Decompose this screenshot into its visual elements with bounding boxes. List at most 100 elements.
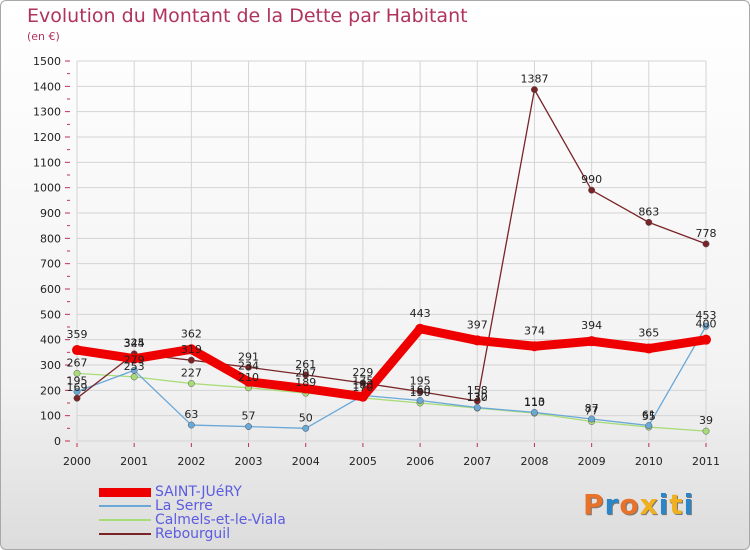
data-label-2: 210 [238, 371, 259, 384]
data-label-2: 55 [642, 410, 656, 423]
y-tick-label: 600 [40, 283, 61, 296]
data-label-2: 130 [467, 391, 488, 404]
data-label-2: 150 [410, 386, 431, 399]
y-tick-label: 1500 [33, 55, 61, 68]
data-label-0: 362 [181, 327, 202, 340]
series-line-1 [76, 325, 707, 429]
data-label-0: 234 [238, 360, 259, 373]
x-tick-label: 2003 [235, 455, 263, 468]
data-label-3: 1387 [520, 73, 548, 86]
data-point-0 [357, 391, 368, 402]
data-point-1 [416, 397, 424, 404]
x-tick-label: 2002 [177, 455, 205, 468]
data-label-2: 227 [181, 366, 202, 379]
data-label-3: 990 [581, 173, 602, 186]
y-tick-label: 700 [40, 258, 61, 271]
data-label-1: 195 [67, 375, 88, 388]
data-point-1 [130, 366, 138, 374]
data-label-3: 229 [352, 366, 373, 379]
data-label-3: 195 [410, 375, 431, 388]
axes: 0 100 200 300 400 500 600 700 800 900 1000 1100 1200… [33, 55, 720, 468]
legend-item-calmels-et-le-viala: Calmels-et-le-Viala [99, 512, 339, 528]
data-label-2: 170 [352, 381, 373, 394]
data-point-3 [588, 186, 596, 194]
y-tick-label: 1300 [33, 106, 61, 119]
data-point-3 [645, 218, 653, 226]
series-line-0 [72, 324, 711, 402]
data-point-0 [186, 344, 197, 355]
data-point-0 [243, 376, 254, 387]
data-point-0 [586, 336, 597, 347]
x-tick-label: 2006 [406, 455, 434, 468]
data-label-1: 453 [696, 309, 717, 322]
logo-letter: r [604, 488, 620, 521]
data-point-3 [702, 240, 710, 248]
data-label-layer: 267 253 227 210 189 170 150 130 110 77 55 39 195 279 6… [67, 73, 717, 427]
logo-letter: i [683, 488, 695, 521]
data-point-1 [531, 408, 538, 416]
series-layer [72, 86, 711, 435]
y-tick-label: 800 [40, 232, 61, 245]
data-label-1: 87 [585, 402, 599, 415]
legend: SAINT-JUéRY La Serre Calmels-et-le-Viala… [99, 484, 339, 542]
data-label-1: 113 [524, 395, 545, 408]
data-point-1 [302, 424, 310, 432]
y-tick-label: 1200 [33, 131, 61, 144]
data-label-3: 778 [696, 227, 717, 240]
data-point-1 [702, 322, 710, 330]
data-label-2: 253 [124, 360, 145, 373]
data-point-3 [416, 388, 424, 396]
data-point-0 [472, 335, 483, 346]
data-label-0: 394 [581, 319, 602, 332]
data-point-0 [129, 353, 140, 364]
proxiti-logo: Proxiti [583, 488, 694, 521]
data-label-1: 63 [184, 408, 198, 421]
x-tick-label: 2008 [520, 455, 548, 468]
data-label-1: 132 [467, 391, 488, 404]
legend-item-saint-juery: SAINT-JUéRY [99, 484, 339, 500]
data-label-0: 359 [67, 328, 88, 341]
data-point-1 [473, 404, 481, 412]
data-point-2 [73, 369, 81, 377]
data-label-3: 344 [124, 337, 145, 350]
data-point-2 [702, 427, 710, 435]
legend-label-rebourguil: Rebourguil [155, 526, 231, 542]
legend-swatch-calmels-et-le-viala [99, 519, 151, 521]
data-label-0: 365 [638, 327, 659, 340]
data-point-3 [473, 397, 481, 405]
data-point-3 [245, 363, 252, 371]
x-tick-label: 2007 [463, 455, 491, 468]
data-label-1: 279 [124, 353, 145, 366]
x-tick-label: 2000 [63, 455, 91, 468]
data-label-1: 180 [352, 378, 373, 391]
y-tick-label: 0 [54, 435, 61, 448]
chart-subtitle: (en €) [27, 30, 60, 43]
data-label-3: 261 [295, 358, 316, 371]
data-point-2 [187, 380, 195, 387]
data-label-3: 169 [67, 381, 88, 394]
logo-letter: t [669, 488, 684, 521]
y-tick-label: 300 [40, 359, 61, 372]
data-label-0: 325 [124, 337, 145, 350]
data-label-2: 189 [295, 376, 316, 389]
series-line-2 [76, 372, 707, 432]
y-tick-label: 500 [40, 308, 61, 321]
data-label-3: 863 [638, 205, 659, 218]
data-point-0 [529, 341, 540, 352]
x-tick-label: 2001 [120, 455, 148, 468]
data-point-1 [187, 421, 195, 429]
data-label-2: 267 [67, 356, 88, 369]
legend-label-saint-juery: SAINT-JUéRY [155, 484, 242, 500]
data-point-0 [72, 345, 82, 356]
chart-title: Evolution du Montant de la Dette par Hab… [27, 5, 468, 27]
legend-label-la-serre: La Serre [155, 498, 213, 514]
logo-letter: P [583, 488, 605, 521]
logo-letter: o [619, 488, 640, 521]
data-label-0: 397 [467, 318, 488, 331]
y-tick-label: 400 [40, 334, 61, 347]
logo-letter: i [658, 488, 670, 521]
data-point-3 [73, 394, 81, 402]
y-tick-label: 1000 [33, 182, 61, 195]
legend-swatch-la-serre [99, 505, 151, 507]
